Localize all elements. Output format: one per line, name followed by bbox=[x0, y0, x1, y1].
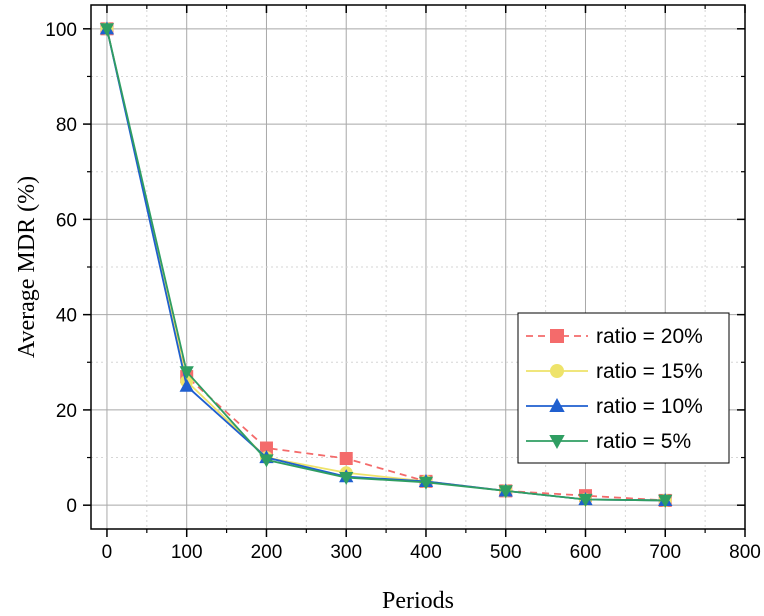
y-tick-label: 20 bbox=[56, 401, 77, 422]
x-axis-title: Periods bbox=[382, 588, 454, 614]
data-point bbox=[498, 485, 513, 499]
x-tick-label: 600 bbox=[570, 542, 602, 563]
ticks: 0 100 200 300 400 500 600 700 800 0 20 40 60 80 100 bbox=[45, 5, 761, 563]
legend-label: ratio = 5% bbox=[596, 430, 691, 453]
series-layer bbox=[99, 21, 673, 508]
data-point bbox=[339, 451, 353, 465]
x-tick-label: 300 bbox=[330, 542, 362, 563]
data-point bbox=[418, 476, 434, 490]
series-line bbox=[106, 28, 666, 502]
legend-marker bbox=[550, 329, 564, 343]
legend-label: ratio = 10% bbox=[596, 395, 703, 418]
y-tick-label: 60 bbox=[56, 210, 77, 231]
x-tick-label: 200 bbox=[251, 542, 283, 563]
legend-label: ratio = 15% bbox=[596, 360, 703, 383]
legend-item: ratio = 5% bbox=[526, 430, 691, 453]
x-tick-label: 0 bbox=[102, 542, 113, 563]
legend-item: ratio = 10% bbox=[526, 395, 703, 418]
y-tick-label: 100 bbox=[45, 20, 77, 41]
data-point bbox=[578, 493, 593, 507]
data-point bbox=[339, 471, 354, 486]
series-4 bbox=[99, 23, 673, 508]
y-axis-title: Average MDR (%) bbox=[14, 176, 40, 358]
series-line bbox=[106, 28, 666, 502]
legend-marker bbox=[549, 434, 565, 450]
y-tick-label: 80 bbox=[56, 115, 77, 136]
legend-marker bbox=[550, 364, 564, 378]
legend-item: ratio = 20% bbox=[526, 325, 703, 348]
legend-label: ratio = 20% bbox=[596, 325, 703, 348]
data-point bbox=[179, 378, 194, 392]
data-point bbox=[658, 494, 673, 508]
data-point bbox=[259, 441, 273, 455]
legend-marker bbox=[549, 397, 565, 413]
data-point bbox=[99, 23, 115, 37]
legend: ratio = 20% ratio = 15% ratio = 10% ratio =… bbox=[517, 312, 730, 464]
data-point bbox=[259, 454, 274, 468]
y-tick-label: 0 bbox=[66, 496, 77, 517]
y-tick-label: 40 bbox=[56, 306, 77, 327]
data-point bbox=[179, 366, 194, 380]
x-tick-label: 500 bbox=[490, 542, 522, 563]
legend-item: ratio = 15% bbox=[526, 360, 703, 383]
x-tick-label: 100 bbox=[171, 542, 203, 563]
x-tick-label: 800 bbox=[729, 542, 761, 563]
x-tick-label: 400 bbox=[410, 542, 442, 563]
x-tick-label: 700 bbox=[649, 542, 681, 563]
